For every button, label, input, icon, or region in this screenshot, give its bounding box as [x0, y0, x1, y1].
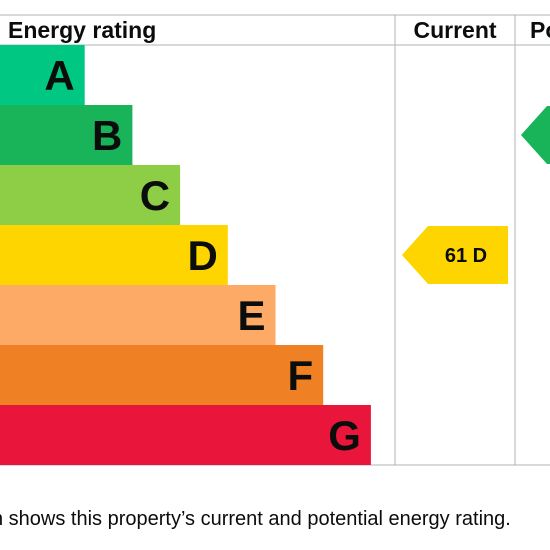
chart-caption: n shows this property’s current and pote…: [0, 508, 511, 530]
band-d-bar: [0, 225, 228, 285]
chart-header: Energy rating Current Po: [8, 17, 550, 43]
band-d-label: D: [187, 232, 217, 279]
band-c-label: C: [140, 172, 170, 219]
potential-rating-arrow-shape: [521, 106, 550, 164]
band-e-bar: [0, 285, 276, 345]
band-g-label: G: [328, 412, 361, 459]
band-b-label: B: [92, 112, 122, 159]
current-rating-arrow-shape: [402, 226, 508, 284]
band-b-bar: [0, 105, 133, 165]
current-column-header: Current: [413, 17, 496, 43]
band-f-bar: [0, 345, 324, 405]
band-g-bar: [0, 405, 371, 465]
band-a-label: A: [44, 52, 74, 99]
current-rating-label: 61 D: [445, 245, 487, 267]
current-rating-arrow: 61 D: [402, 226, 508, 284]
band-a-bar: [0, 45, 85, 105]
band-e-label: E: [237, 292, 265, 339]
potential-rating-arrow: [521, 106, 550, 164]
potential-column-header: Po: [530, 17, 550, 43]
chart-title: Energy rating: [8, 17, 156, 43]
band-f-label: F: [288, 352, 314, 399]
band-c-bar: [0, 165, 181, 225]
